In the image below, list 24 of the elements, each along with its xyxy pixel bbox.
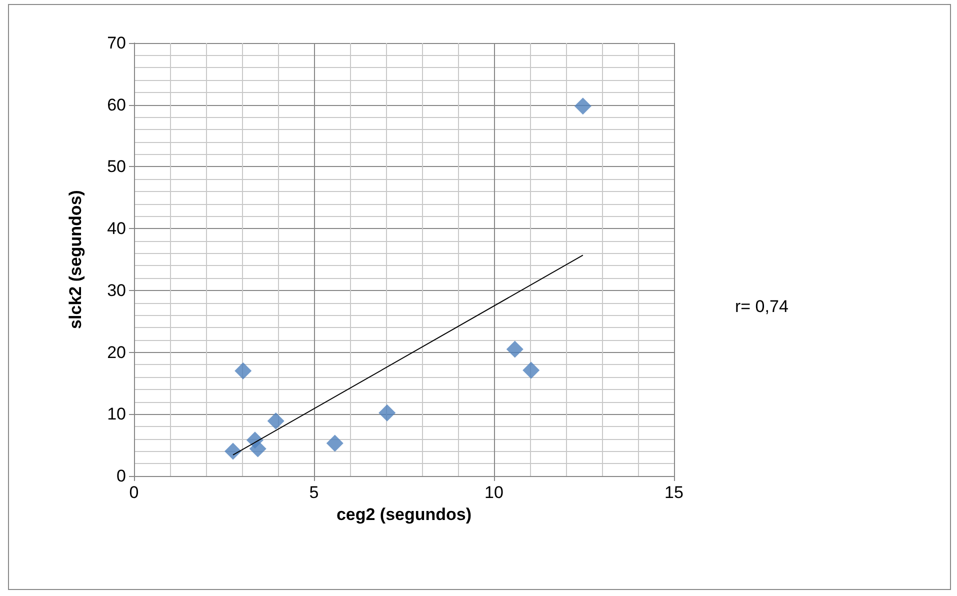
x-tick-label: 10	[484, 483, 504, 502]
point	[249, 440, 266, 458]
x-tick-label: 5	[309, 483, 319, 502]
point	[522, 362, 540, 379]
point	[234, 362, 252, 380]
point	[378, 404, 396, 422]
y-tick-label: 70	[107, 34, 126, 52]
point	[506, 340, 524, 358]
y-axis-title: slck2 (segundos)	[66, 190, 85, 329]
x-axis-title: ceg2 (segundos)	[336, 505, 472, 524]
x-tick-label: 15	[664, 483, 684, 502]
point	[574, 98, 592, 115]
y-tick-label: 0	[116, 466, 126, 486]
text: r= 0,74	[735, 297, 788, 316]
point	[326, 434, 344, 452]
point	[224, 442, 242, 460]
point	[267, 412, 284, 430]
x-tick-label: 0	[129, 483, 139, 502]
y-tick-label: 20	[107, 342, 126, 362]
y-tick-label: 30	[107, 280, 126, 300]
y-tick-label: 40	[107, 219, 126, 238]
y-tick-label: 60	[107, 95, 126, 114]
y-tick-label: 50	[107, 157, 126, 176]
y-tick-label: 10	[107, 404, 126, 424]
